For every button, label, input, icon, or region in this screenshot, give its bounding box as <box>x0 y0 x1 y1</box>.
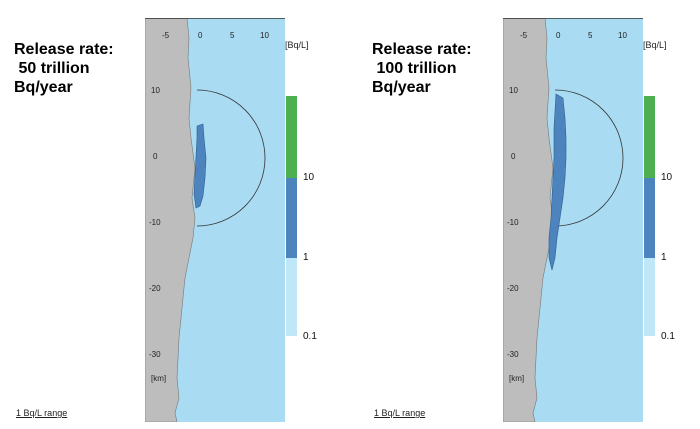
colorbar-tick: 10 <box>303 172 315 183</box>
range-circle <box>196 89 266 227</box>
release-rate-line-2: 50 trillion <box>14 60 90 77</box>
release-rate-line-3: Bq/year <box>14 79 73 96</box>
release-rate-label: Release rate: 50 trillion Bq/year <box>14 40 114 97</box>
concentration-map: -5 0 5 10 10 0 -10 -20 -30 [km] <box>145 18 285 422</box>
y-tick: 0 <box>153 152 158 161</box>
y-tick: -10 <box>149 218 161 227</box>
colorbar-tick: 1 <box>303 252 309 263</box>
release-rate-line-1: Release rate: <box>372 41 472 58</box>
colorbar-low-segment <box>644 258 655 336</box>
colorbar-tick: 10 <box>661 172 673 183</box>
y-tick: -20 <box>507 284 519 293</box>
x-tick: -5 <box>162 31 170 40</box>
x-tick: 0 <box>198 31 203 40</box>
y-axis-ticks: 10 0 -10 -20 -30 <box>507 86 519 359</box>
colorbar-tick: 0.1 <box>661 331 675 342</box>
y-tick: 10 <box>151 86 160 95</box>
colorbar-low-segment <box>286 258 297 336</box>
release-rate-line-2: 100 trillion <box>372 60 457 77</box>
colorbar-tick: 0.1 <box>303 331 317 342</box>
y-tick: -20 <box>149 284 161 293</box>
concentration-map: -5 0 5 10 10 0 -10 -20 -30 [km] <box>503 18 643 422</box>
y-tick: 0 <box>511 152 516 161</box>
x-tick: 0 <box>556 31 561 40</box>
km-label: [km] <box>151 374 166 383</box>
release-rate-label: Release rate: 100 trillion Bq/year <box>372 40 472 97</box>
plume-area <box>193 123 207 209</box>
y-tick: -30 <box>149 350 161 359</box>
colorbar-tick: 1 <box>661 252 667 263</box>
km-label: [km] <box>509 374 524 383</box>
x-axis-ticks: -5 0 5 10 <box>162 31 269 40</box>
x-tick: -5 <box>520 31 528 40</box>
panel-50-trillion: Release rate: 50 trillion Bq/year -5 0 5… <box>0 0 340 429</box>
colorbar-high-segment <box>286 96 297 178</box>
colorbar-mid-segment <box>286 178 297 258</box>
y-tick: 10 <box>509 86 518 95</box>
x-axis-ticks: -5 0 5 10 <box>520 31 627 40</box>
plume-area <box>548 93 567 271</box>
release-rate-line-1: Release rate: <box>14 41 114 58</box>
colorbar-mid-segment <box>644 178 655 258</box>
colorbar-high-segment <box>644 96 655 178</box>
x-tick: 5 <box>230 31 235 40</box>
colorbar <box>286 96 297 336</box>
x-tick: 10 <box>618 31 627 40</box>
coastline-land <box>145 18 196 422</box>
unit-label: [Bq/L] <box>285 40 309 50</box>
colorbar <box>644 96 655 336</box>
coastline-land <box>503 18 554 422</box>
range-note: 1 Bq/L range <box>374 408 426 418</box>
range-note: 1 Bq/L range <box>16 408 68 418</box>
x-tick: 5 <box>588 31 593 40</box>
panel-100-trillion: Release rate: 100 trillion Bq/year -5 0 … <box>358 0 698 429</box>
x-tick: 10 <box>260 31 269 40</box>
y-tick: -10 <box>507 218 519 227</box>
unit-label: [Bq/L] <box>643 40 667 50</box>
release-rate-line-3: Bq/year <box>372 79 431 96</box>
y-tick: -30 <box>507 350 519 359</box>
y-axis-ticks: 10 0 -10 -20 -30 <box>149 86 161 359</box>
range-circle <box>554 89 624 227</box>
